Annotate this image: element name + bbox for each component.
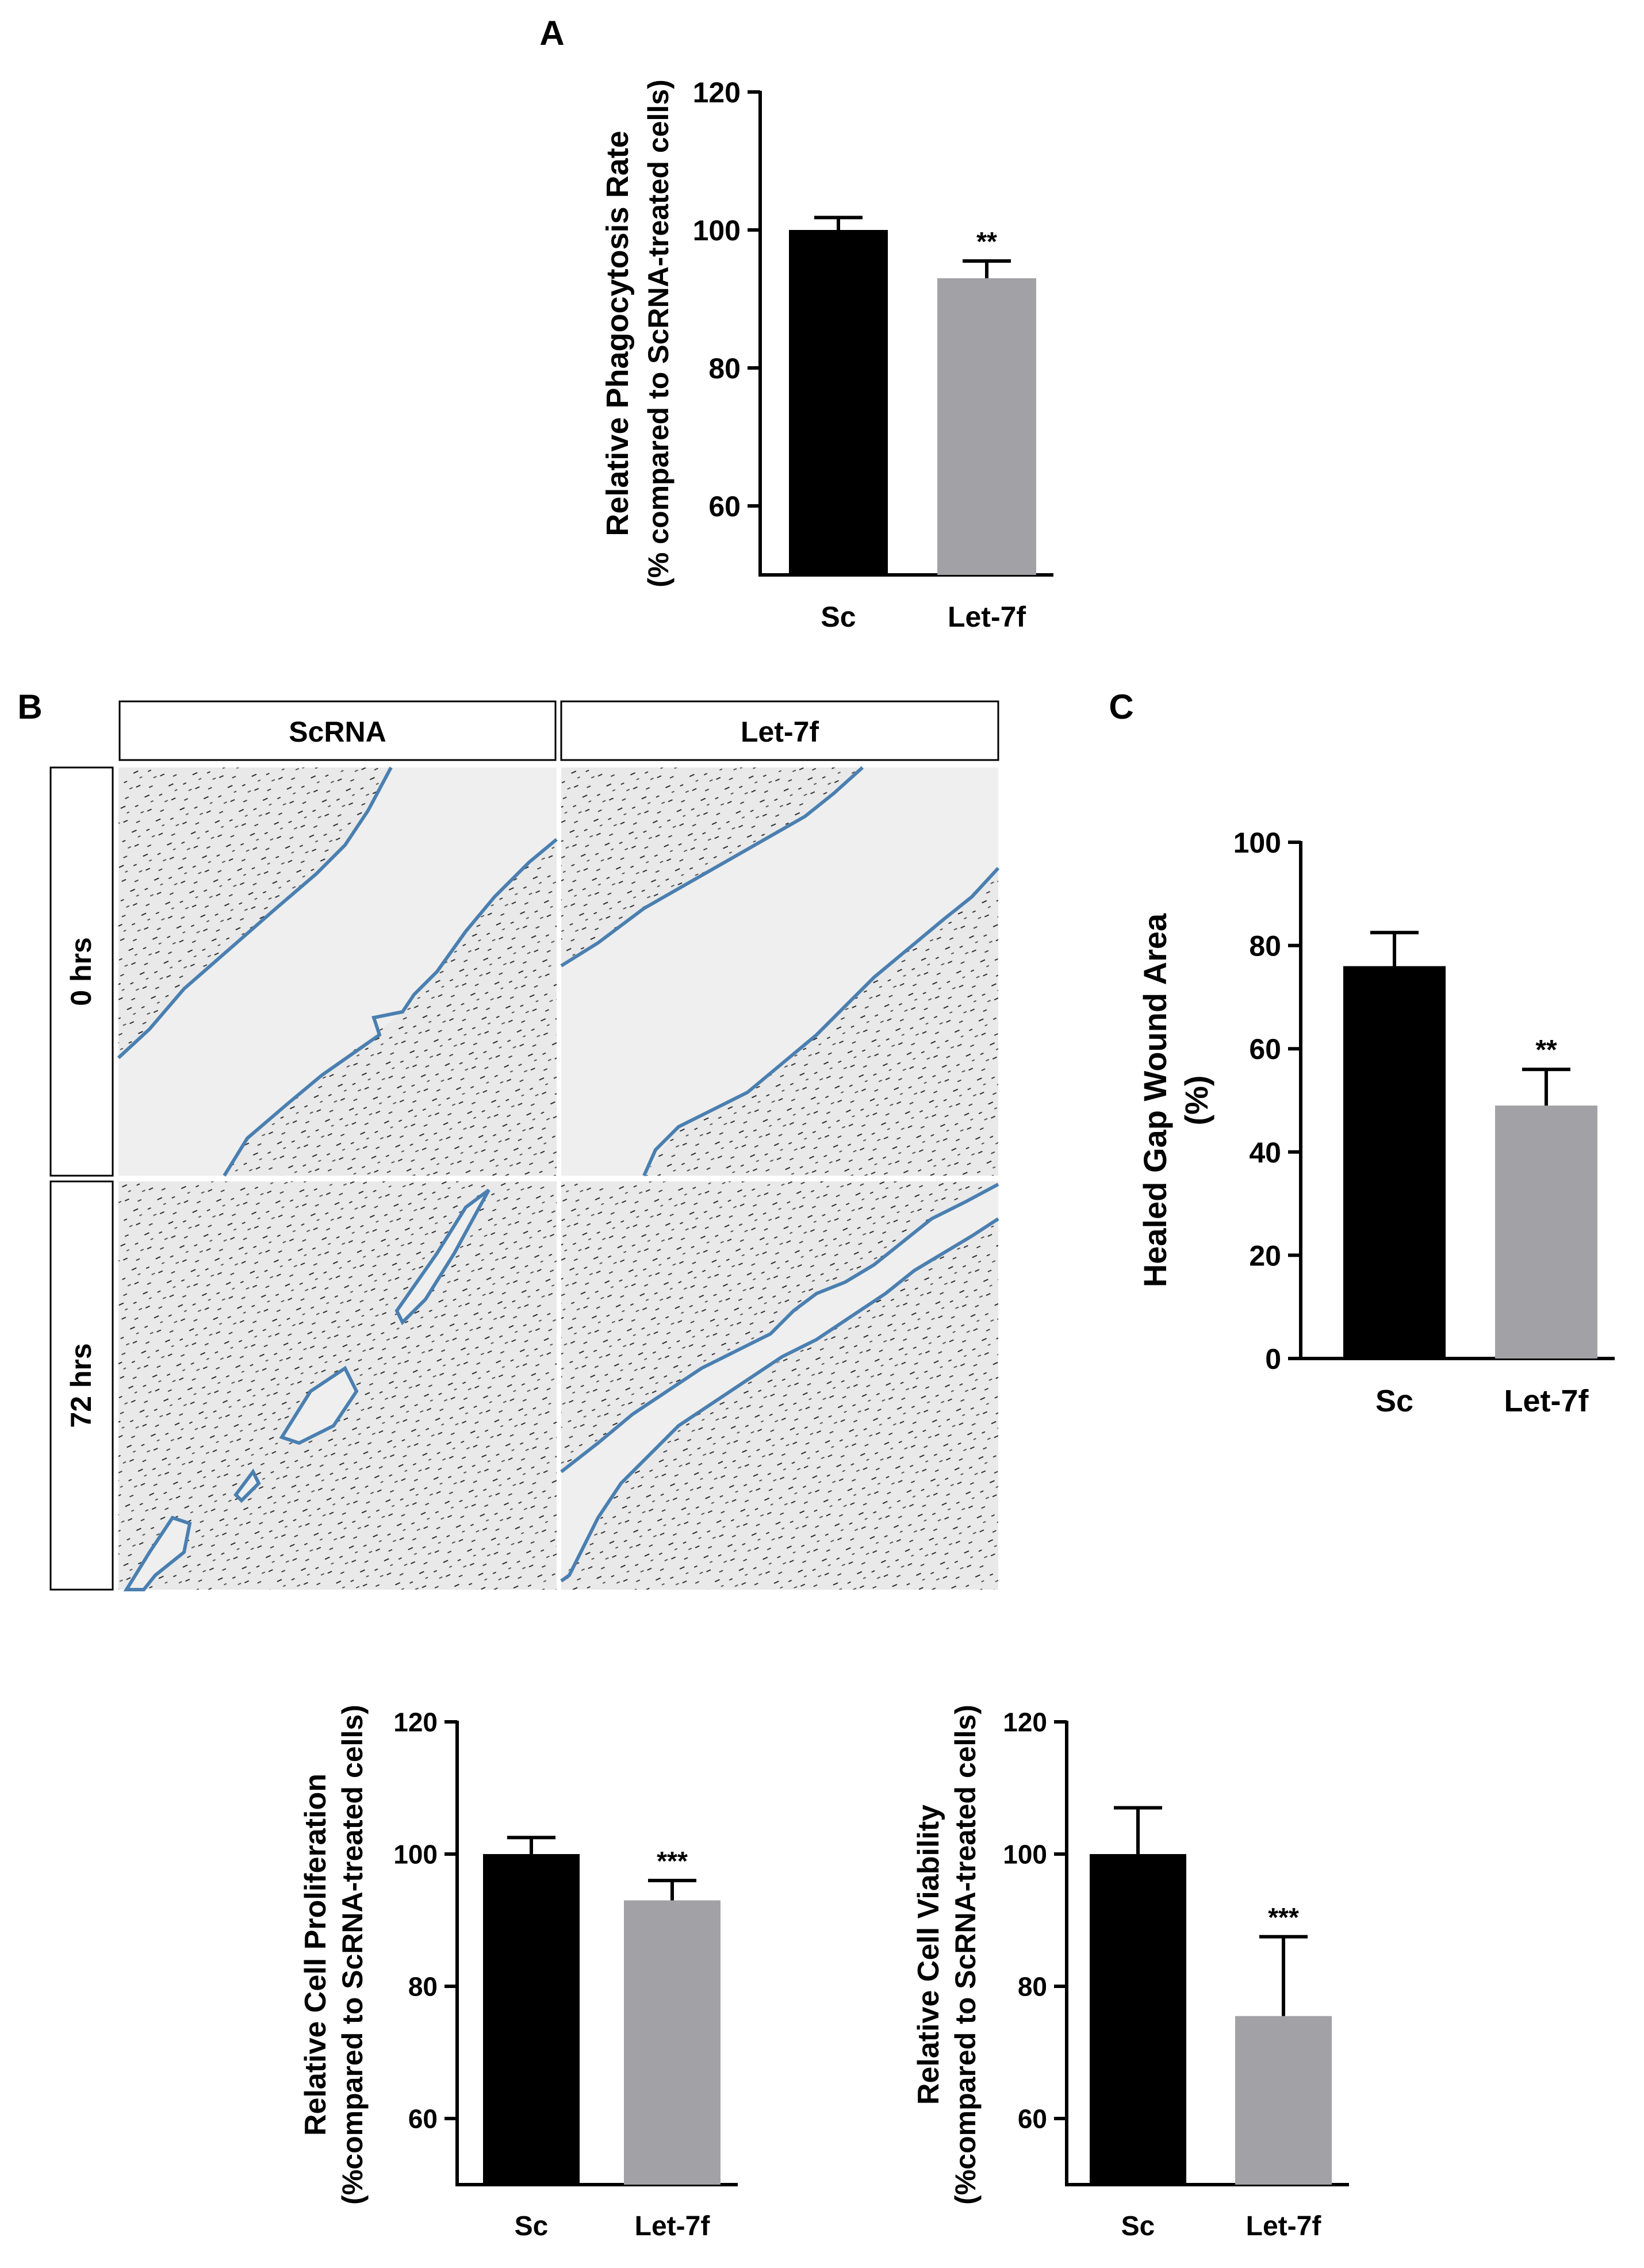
row-label-box-0hrs bbox=[49, 766, 114, 1177]
y-tick-label: 20 bbox=[1249, 1239, 1281, 1272]
significance-marker: ** bbox=[976, 227, 997, 256]
y-axis-label: Relative Cell Viability bbox=[912, 1805, 945, 2105]
chart-e: 60 80 100 120 Sc *** Let-7f Relative Cell Viabi… bbox=[912, 1705, 1349, 2242]
chart-c: 0 20 40 60 80 100 Sc ** Let-7f Healed Gap Wound A… bbox=[1137, 827, 1615, 1418]
y-tick-label: 40 bbox=[1249, 1137, 1281, 1169]
x-category-label: Sc bbox=[821, 601, 856, 633]
bar-sc bbox=[1343, 966, 1446, 1359]
y-axis-label: Healed Gap Wound Area bbox=[1137, 913, 1173, 1287]
microscopy-image-let7f-0hrs bbox=[560, 766, 1000, 1177]
y-tick-label: 80 bbox=[408, 1972, 438, 2002]
y-tick-label: 60 bbox=[708, 490, 741, 523]
y-tick-label: 120 bbox=[693, 76, 741, 109]
y-tick-label: 100 bbox=[1003, 1840, 1047, 1870]
row-label-72hrs: 72 hrs bbox=[65, 1343, 97, 1427]
panel-letter-b: B bbox=[17, 688, 42, 726]
chart-d: 60 80 100 120 Sc *** Let-7f Relative Cell Proli… bbox=[299, 1705, 738, 2242]
bar-sc bbox=[789, 230, 888, 575]
column-header-let7f: Let-7f bbox=[741, 716, 819, 748]
bar-let-7f bbox=[1235, 2016, 1332, 2185]
panel-letter-c: C bbox=[1109, 688, 1133, 726]
microscopy-image-let7f-72hrs bbox=[560, 1181, 999, 1590]
bar-let-7f bbox=[1495, 1105, 1597, 1359]
microscopy-image-scrna-72hrs bbox=[118, 1181, 557, 1591]
x-category-label: Let-7f bbox=[1504, 1384, 1589, 1418]
bar-sc bbox=[483, 1854, 580, 2185]
x-category-label: Sc bbox=[1375, 1384, 1413, 1418]
y-axis-label-sub: (%compared to ScRNA-treated cells) bbox=[949, 1705, 982, 2205]
y-tick-label: 60 bbox=[1018, 2104, 1047, 2134]
y-tick-label: 100 bbox=[393, 1840, 438, 1870]
chart-a: 60 80 100 120 Sc ** Let-7f Relative Phagocytosi… bbox=[600, 76, 1053, 633]
y-tick-label: 80 bbox=[708, 352, 741, 385]
y-axis-label: Relative Phagocytosis Rate bbox=[600, 131, 635, 536]
x-category-label: Let-7f bbox=[1246, 2211, 1322, 2242]
y-tick-label: 100 bbox=[693, 214, 741, 247]
y-tick-label: 120 bbox=[1003, 1707, 1047, 1737]
y-tick-label: 120 bbox=[393, 1707, 438, 1737]
x-category-label: Sc bbox=[515, 2211, 549, 2242]
y-tick-label: 60 bbox=[408, 2104, 438, 2134]
x-category-label: Let-7f bbox=[635, 2211, 711, 2242]
y-axis-label: Relative Cell Proliferation bbox=[299, 1774, 332, 2136]
panel-letter-a: A bbox=[539, 14, 564, 52]
bar-sc bbox=[1090, 1854, 1186, 2185]
y-axis-label-sub: (%compared to ScRNA-treated cells) bbox=[336, 1705, 369, 2205]
y-axis-label-sub: (%) bbox=[1178, 1075, 1214, 1125]
bar-let-7f bbox=[624, 1900, 721, 2185]
y-tick-label: 60 bbox=[1249, 1033, 1281, 1065]
column-header-box-scrna bbox=[118, 700, 557, 761]
x-category-label: Let-7f bbox=[948, 601, 1026, 633]
column-header-scrna: ScRNA bbox=[289, 716, 386, 748]
y-tick-label: 0 bbox=[1265, 1343, 1281, 1375]
row-label-box-72hrs bbox=[49, 1180, 114, 1591]
significance-marker: *** bbox=[1268, 1902, 1299, 1932]
significance-marker: *** bbox=[657, 1846, 688, 1876]
y-tick-label: 100 bbox=[1233, 827, 1281, 859]
bar-let-7f bbox=[937, 278, 1036, 575]
column-header-box-let7f bbox=[560, 700, 999, 761]
y-tick-label: 80 bbox=[1249, 930, 1281, 962]
microscopy-image-scrna-0hrs bbox=[117, 766, 558, 1177]
significance-marker: ** bbox=[1535, 1035, 1557, 1065]
y-axis-label-sub: (% compared to ScRNA-treated cells) bbox=[642, 79, 675, 588]
y-tick-label: 80 bbox=[1018, 1972, 1047, 2002]
row-label-0hrs: 0 hrs bbox=[65, 937, 97, 1006]
x-category-label: Sc bbox=[1121, 2211, 1155, 2242]
